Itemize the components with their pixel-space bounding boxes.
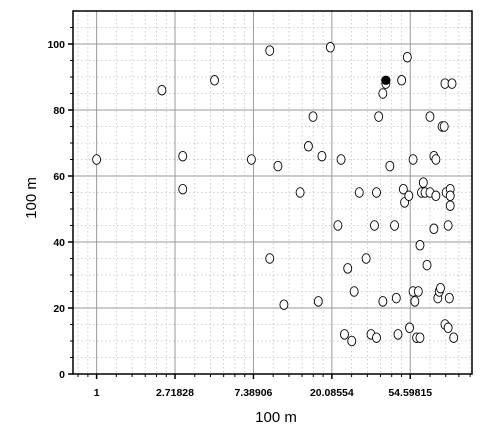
data-point: [340, 329, 349, 340]
data-point: [361, 253, 371, 264]
data-point: [374, 111, 384, 122]
data-point: [265, 253, 275, 264]
data-point: [279, 299, 289, 310]
data-point: [308, 111, 318, 122]
data-point: [447, 78, 457, 89]
data-point: [431, 190, 441, 202]
y-axis-title: 100 m: [23, 177, 40, 219]
data-point: [425, 111, 435, 122]
data-point: [246, 154, 256, 165]
data-point: [431, 154, 441, 165]
grid: [73, 10, 472, 375]
highlighted-data-point: [381, 75, 391, 85]
x-tick-label: 20.08554: [310, 387, 354, 399]
data-point: [178, 183, 188, 195]
data-point: [273, 160, 283, 172]
data-point: [317, 150, 327, 162]
y-tick-label: 20: [53, 303, 65, 315]
data-point: [397, 75, 407, 86]
data-point: [343, 263, 353, 274]
data-point: [354, 187, 364, 198]
x-tick-label: 1: [94, 387, 100, 399]
x-tick-label: 7.38906: [234, 387, 272, 399]
data-point: [436, 282, 445, 294]
data-point: [408, 154, 418, 165]
data-point: [370, 220, 379, 231]
data-point: [405, 322, 414, 334]
data-point: [391, 292, 401, 304]
data-point: [336, 154, 346, 165]
y-tick-label: 80: [53, 105, 65, 117]
data-point: [402, 51, 412, 63]
data-point: [178, 150, 188, 162]
data-point: [445, 200, 455, 211]
data-point: [157, 84, 167, 96]
data-point: [303, 141, 313, 152]
data-point: [418, 177, 428, 188]
data-point: [444, 292, 454, 304]
data-point: [347, 335, 357, 347]
data-point: [92, 154, 102, 165]
data-point: [449, 332, 459, 343]
data-point: [443, 322, 453, 334]
data-point: [415, 240, 425, 251]
data-point: [443, 220, 453, 231]
data-points: [92, 42, 459, 347]
data-point: [372, 332, 381, 343]
x-tick-label: 54.59815: [388, 387, 432, 399]
tick-labels: 0 20 40 60 80 100 1 2.71828 7.38906 20.08554 54.59…: [47, 39, 432, 399]
data-point: [295, 187, 305, 198]
data-point: [385, 160, 395, 172]
data-point: [410, 296, 420, 307]
data-point: [349, 286, 359, 297]
data-point: [333, 220, 343, 231]
y-tick-label: 40: [53, 237, 65, 249]
data-point: [413, 286, 423, 297]
data-point: [325, 42, 335, 53]
data-point: [429, 223, 439, 235]
data-point: [378, 88, 388, 99]
data-point: [210, 75, 219, 86]
y-tick-label: 60: [53, 171, 65, 183]
data-point: [404, 190, 414, 202]
data-point: [415, 332, 425, 343]
data-point: [265, 45, 275, 56]
data-point: [390, 220, 400, 231]
data-point: [422, 259, 432, 271]
y-tick-label: 100: [47, 39, 65, 51]
data-point: [313, 296, 323, 307]
data-point: [378, 296, 388, 307]
data-point: [372, 187, 381, 198]
data-point: [398, 183, 408, 195]
data-point: [393, 329, 403, 340]
data-point: [439, 121, 449, 132]
axes: [68, 10, 473, 379]
x-axis-title: 100 m: [255, 409, 297, 426]
y-tick-label: 0: [59, 369, 65, 381]
x-tick-label: 2.71828: [156, 387, 194, 399]
data-point: [445, 190, 455, 202]
